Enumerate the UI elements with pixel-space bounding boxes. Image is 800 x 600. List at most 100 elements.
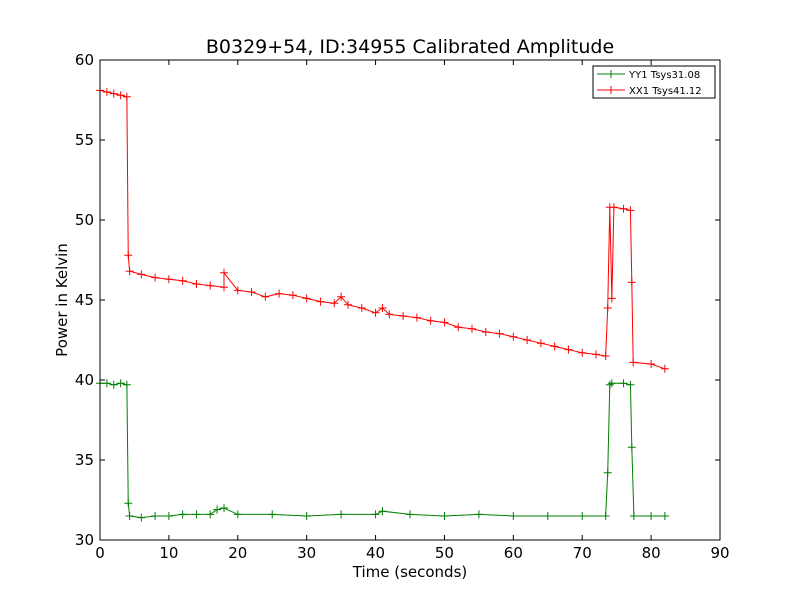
series-point — [330, 299, 339, 308]
series-point — [102, 88, 111, 96]
series-point — [102, 379, 111, 388]
series-point — [122, 380, 131, 389]
series-point — [601, 512, 610, 520]
series-point — [192, 280, 201, 288]
legend: YY1 Tsys31.08 XX1 Tsys41.12 — [592, 65, 716, 99]
series-point — [426, 316, 435, 325]
series-point — [660, 512, 669, 520]
series-point — [124, 499, 133, 508]
series-point — [647, 360, 656, 368]
series-point — [536, 339, 545, 348]
legend-marker — [607, 70, 615, 78]
series-point — [626, 206, 635, 215]
chart-title: B0329+54, ID:34955 Calibrated Amplitude — [206, 36, 614, 58]
y-tick-label: 60 — [75, 51, 94, 69]
series-point — [268, 510, 277, 519]
series-point — [302, 512, 311, 520]
series-point — [302, 294, 311, 303]
series-point — [164, 512, 173, 520]
series-point — [619, 379, 628, 388]
series-point — [316, 297, 325, 306]
x-tick-label: 70 — [573, 544, 592, 562]
series-point — [605, 380, 614, 389]
legend-items: YY1 Tsys31.08 XX1 Tsys41.12 — [597, 70, 702, 97]
y-tick-label: 40 — [75, 371, 94, 389]
series-point — [412, 313, 421, 322]
series-point — [109, 380, 118, 389]
series-point — [629, 512, 638, 520]
series-point — [454, 323, 463, 332]
series-point — [178, 276, 187, 285]
x-tick-label: 90 — [710, 544, 729, 562]
series-point — [192, 510, 201, 519]
series-point — [261, 292, 270, 301]
series-point — [406, 510, 414, 519]
plot-lines — [96, 86, 669, 522]
series-point — [592, 350, 600, 359]
series-point — [378, 507, 387, 516]
series-point — [213, 505, 222, 514]
series-point — [601, 352, 610, 360]
series-point — [607, 379, 616, 388]
series-point — [647, 512, 656, 520]
series-point — [564, 345, 573, 354]
x-axis-label: Time (seconds) — [352, 563, 468, 581]
series-point — [344, 300, 352, 309]
y-tick-label: 35 — [75, 451, 94, 469]
series-point — [385, 310, 394, 319]
series-point — [125, 512, 134, 520]
x-tick-label: 30 — [297, 544, 316, 562]
series-point — [288, 291, 297, 300]
series-point — [220, 283, 228, 292]
series-point — [116, 379, 125, 388]
x-tick-label: 10 — [159, 544, 178, 562]
x-tick-label: 60 — [504, 544, 523, 562]
series-point — [378, 304, 387, 312]
series-point — [660, 364, 669, 373]
y-tick-label: 50 — [75, 211, 94, 229]
series-point — [247, 288, 256, 296]
series-point — [543, 512, 552, 520]
y-tick-label: 30 — [75, 531, 94, 549]
series-point — [137, 270, 146, 279]
series-point — [578, 348, 587, 357]
series-point — [523, 336, 532, 344]
series-point — [220, 504, 228, 512]
series-point — [122, 92, 131, 101]
series-point — [164, 275, 173, 284]
series-point — [468, 324, 476, 333]
series-point — [137, 513, 146, 522]
series-point — [124, 251, 133, 260]
x-tick-label: 20 — [228, 544, 247, 562]
x-tick-label: 40 — [366, 544, 385, 562]
legend-marker — [607, 86, 615, 94]
series-point — [233, 510, 242, 519]
series-point — [151, 512, 160, 520]
series-point — [109, 89, 118, 98]
series-point — [220, 268, 228, 277]
series-point — [233, 286, 242, 295]
series-point — [116, 91, 125, 100]
series-point — [440, 512, 449, 520]
series-point — [206, 510, 215, 519]
series-point — [629, 358, 638, 367]
series-point — [550, 342, 559, 351]
series-point — [609, 203, 618, 212]
series-point — [371, 510, 380, 519]
series-point — [206, 281, 215, 290]
plot-frame — [99, 59, 721, 541]
series-point — [275, 289, 284, 298]
series-point — [357, 304, 366, 312]
y-tick-label: 55 — [75, 131, 94, 149]
series-point — [125, 267, 134, 276]
series-point — [440, 318, 449, 327]
series-point — [619, 204, 628, 213]
axis-ticks: 0 10 20 30 40 50 60 70 80 90 30 35 40 45 50 55 60 — [75, 51, 730, 562]
series-point — [509, 332, 518, 341]
series-point — [337, 510, 346, 519]
series-point — [495, 329, 504, 338]
series-point — [509, 512, 518, 520]
series-point — [627, 278, 636, 287]
series-point — [627, 443, 636, 452]
